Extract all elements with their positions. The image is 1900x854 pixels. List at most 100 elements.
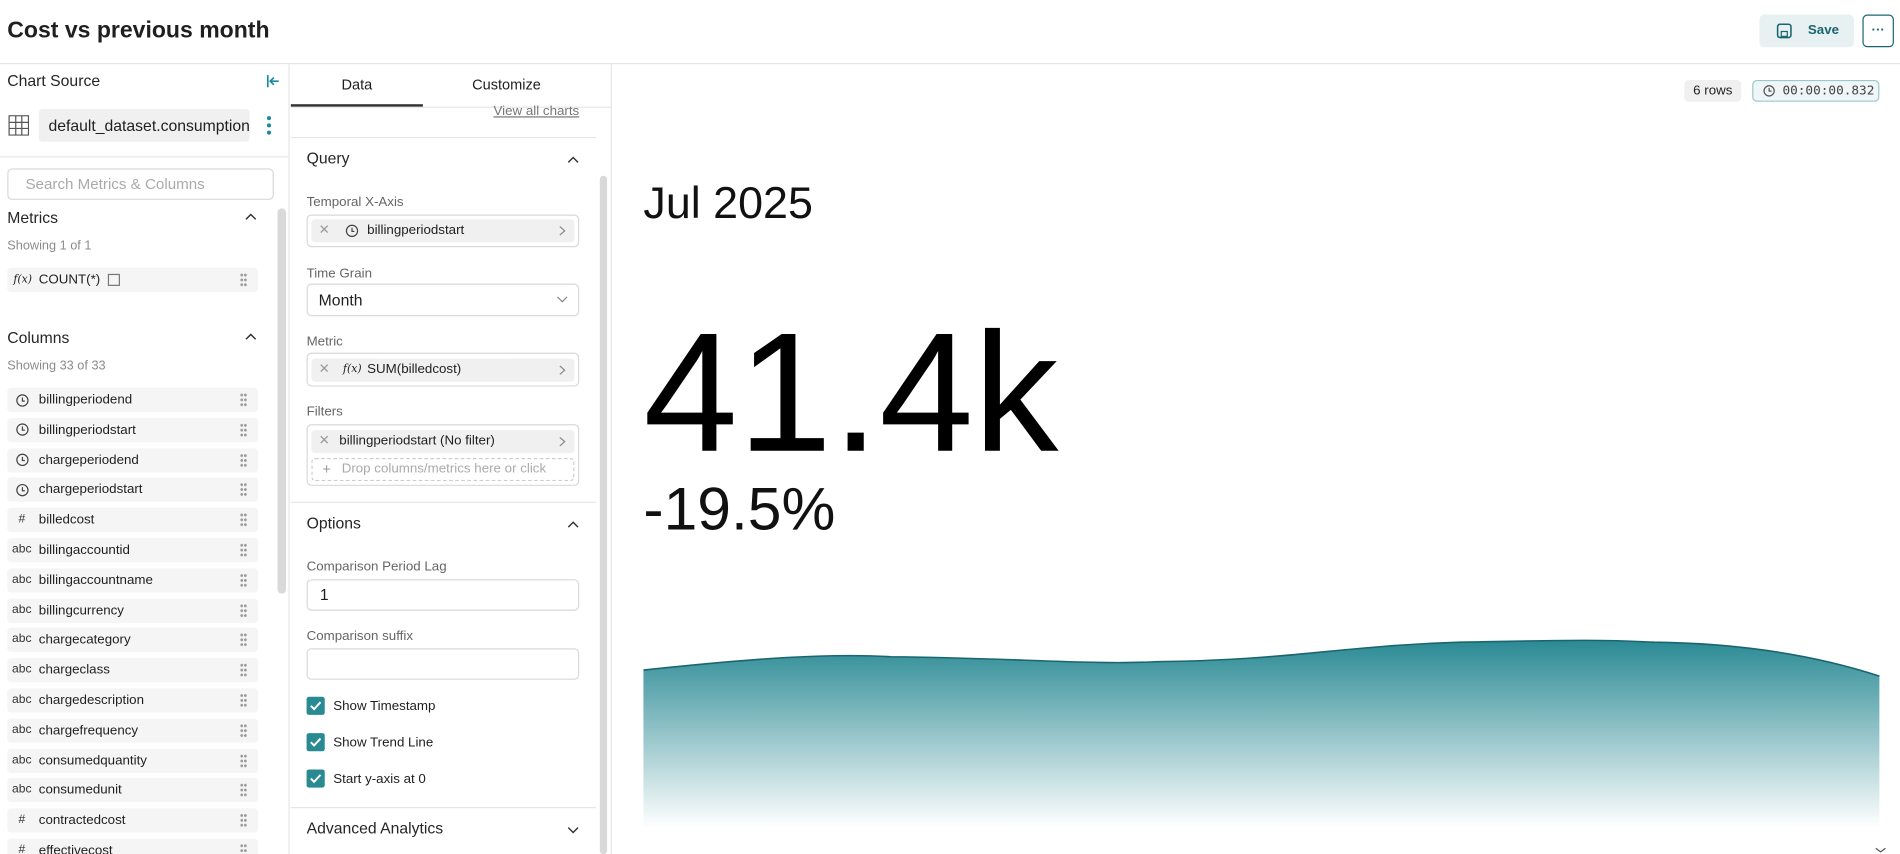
filter-chip[interactable] [311,430,575,454]
metric-row[interactable]: f(x) COUNT(*) [7,267,259,293]
column-type: abc [12,663,32,677]
metric-chip[interactable] [311,358,575,382]
more-button[interactable]: ··· [1862,14,1894,48]
scrollbar[interactable] [277,208,286,594]
drop-plus: + [322,460,331,478]
chevron[interactable] [567,155,579,165]
column-row[interactable]: # contractedcost [7,808,259,833]
drag-handle[interactable] [239,452,248,468]
drop-text: Drop columns/metrics here or click [341,461,547,477]
drag-handle[interactable] [239,392,248,408]
divider [610,64,612,854]
drag-handle[interactable] [239,813,248,828]
checkbox[interactable] [306,696,325,715]
column-row[interactable]: abc chargecategory [7,628,259,653]
clock-hands [21,396,25,402]
field-label: Time Grain [306,266,373,282]
columns-chevron[interactable] [245,332,257,342]
dataset-chip[interactable]: default_dataset.consumption [38,109,250,142]
column-row[interactable]: abc consumedunit [7,778,259,803]
drag-handle[interactable] [239,512,248,528]
clock-icon [16,453,29,467]
section-title: Options [306,513,361,532]
header-border [0,63,1900,65]
column-row[interactable]: abc chargefrequency [7,718,259,743]
column-row[interactable]: abc chargedescription [7,688,259,713]
drag-handle[interactable] [239,602,248,618]
drag-handle[interactable] [239,723,248,738]
timer-label: 00:00:00.832 [1782,83,1875,99]
drag-handle[interactable] [239,753,248,768]
section-title: Advanced Analytics [306,819,444,838]
remove[interactable]: ✕ [318,222,330,238]
search-placeholder: Search Metrics & Columns [25,175,205,193]
drag-handle[interactable] [239,663,248,678]
drag-handle[interactable] [239,783,248,798]
big-number: 41.4k [643,297,1059,487]
columns-title: Columns [7,328,70,347]
drop-zone[interactable] [311,458,575,482]
column-row[interactable]: billingperiodend [7,387,259,412]
drag-handle[interactable] [239,422,248,438]
remove[interactable]: ✕ [318,433,330,449]
chevron [559,226,566,236]
column-row[interactable]: abc billingaccountname [7,568,259,593]
column-name: contractedcost [38,813,126,828]
column-row[interactable]: abc billingcurrency [7,598,259,623]
drag-handle[interactable] [239,843,248,854]
column-row[interactable]: # effectivecost [7,838,259,854]
remove[interactable]: ✕ [318,362,330,377]
suffix-input[interactable] [306,648,580,680]
column-row[interactable]: abc chargeclass [7,658,259,683]
dataset-menu[interactable] [265,115,272,136]
view-all-link[interactable]: View all charts [493,104,580,119]
tab[interactable]: Customize [472,76,541,94]
search-input[interactable]: Search Metrics & Columns [7,168,274,200]
column-row[interactable]: abc consumedquantity [7,748,259,773]
check-path [310,774,322,784]
grain-select[interactable]: Month [306,283,580,317]
title: Cost vs previous month [7,18,270,44]
x-axis-chip[interactable] [311,219,575,243]
change: -19.5% [643,475,835,543]
metric-value: SUM(billedcost) [367,362,462,377]
collapse-icon[interactable] [265,74,280,89]
clock-face [16,483,29,497]
column-row[interactable]: chargeperiodend [7,447,259,473]
column-name: billingcurrency [38,602,124,618]
trend-line [643,639,1880,677]
checkbox[interactable] [306,769,325,789]
save-button[interactable]: Save [1759,14,1854,48]
drag-handle[interactable] [239,542,248,558]
lag-input[interactable]: 1 [306,579,580,611]
column-row[interactable]: abc billingaccountid [7,538,259,563]
column-row[interactable]: chargeperiodstart [7,477,259,503]
checkbox[interactable] [306,733,325,752]
column-type: abc [12,572,32,587]
x-axis-value: billingperiodstart [367,222,465,238]
column-row[interactable]: billingperiodstart [7,417,259,443]
chevron [559,436,566,447]
drag-handle[interactable] [239,272,248,288]
big-number-chart: Jul 2025 41.4k -19.5% [643,177,1886,853]
drag-handle[interactable] [239,693,248,708]
checkbox-label: Start y-axis at 0 [333,771,426,787]
column-name: billingaccountid [38,542,130,558]
clock-icon [1763,85,1775,97]
drag-handle[interactable] [239,482,248,498]
column-name: chargecategory [38,632,131,648]
chevron[interactable] [567,520,579,530]
metric-prefix: f(x) [342,363,362,376]
chevron[interactable] [567,825,579,835]
column-name: consumedquantity [38,753,147,768]
clock-icon [16,423,29,437]
scrollbar[interactable] [599,175,608,854]
clock-icon [16,393,29,407]
column-row[interactable]: # billedcost [7,507,259,533]
tab[interactable]: Data [341,76,373,94]
field-label: Comparison suffix [306,628,414,644]
clock-face [16,423,29,437]
drag-handle[interactable] [239,632,248,648]
drag-handle[interactable] [239,572,248,588]
metrics-chevron[interactable] [245,212,257,222]
